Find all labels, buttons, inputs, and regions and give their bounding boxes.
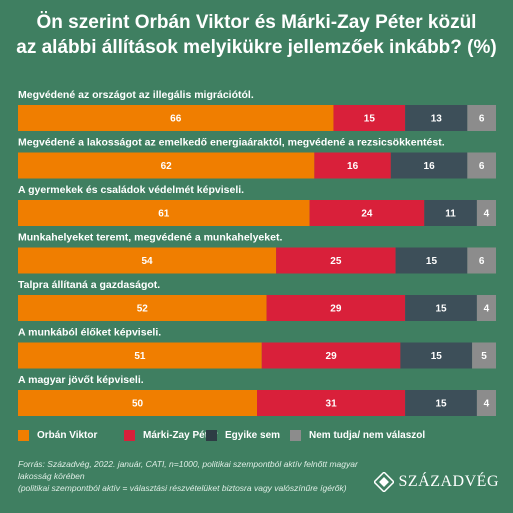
bar-value-label: 16 <box>424 161 436 172</box>
category-label: A gyermekek és családok védelmét képvise… <box>18 184 244 196</box>
legend-item-mzp: Márki-Zay Péter <box>124 430 217 441</box>
bar-segment <box>476 390 496 416</box>
bar-segment <box>405 105 468 131</box>
bar-value-label: 66 <box>170 114 182 125</box>
bar-value-label: 4 <box>484 399 490 410</box>
stacked-bar-chart: Megvédené az országot az illegális migrá… <box>18 89 496 416</box>
legend-label-orban: Orbán Viktor <box>37 430 98 441</box>
bar-segment <box>257 390 406 416</box>
bar-segment <box>18 247 277 274</box>
legend-item-egyik: Egyike sem <box>206 430 280 441</box>
bar-value-label: 13 <box>431 114 443 125</box>
source-line-1: Forrás: Századvég, 2022. január, CATI, n… <box>18 459 358 481</box>
logo: SZÁZADVÉG <box>373 472 500 492</box>
bar-value-label: 29 <box>326 351 338 362</box>
source-note: Forrás: Századvég, 2022. január, CATI, n… <box>18 458 378 494</box>
category-label: Munkahelyeket teremt, megvédené a munkah… <box>18 232 282 244</box>
bar-segment <box>314 152 391 179</box>
bar-segment <box>261 342 401 369</box>
bar-segment <box>467 105 496 131</box>
category-label: Megvédené az országot az illegális migrá… <box>18 89 254 101</box>
legend-swatch-mzp <box>124 430 135 441</box>
legend-label-egyik: Egyike sem <box>225 430 281 441</box>
bar-value-label: 5 <box>481 351 487 362</box>
bar-value-label: 51 <box>134 351 146 362</box>
bar-value-label: 11 <box>445 209 456 220</box>
logo-text: SZÁZADVÉG <box>398 473 499 490</box>
bar-segment <box>18 200 310 226</box>
bar-segment <box>424 200 477 226</box>
bar-value-label: 6 <box>479 256 485 267</box>
legend-label-nemtudja: Nem tudja/ nem válaszol <box>309 430 426 441</box>
bar-value-label: 31 <box>326 399 338 410</box>
bar-segment <box>476 295 496 321</box>
bar-value-label: 50 <box>132 399 144 410</box>
legend-swatch-egyik <box>206 430 217 441</box>
title-line-2: az alábbi állítások melyikükre jellemzőe… <box>16 37 497 58</box>
bar-value-label: 15 <box>426 256 438 267</box>
title-line-1: Ön szerint Orbán Viktor és Márki-Zay Pét… <box>36 12 477 33</box>
bar-value-label: 6 <box>479 114 485 125</box>
bar-value-label: 61 <box>158 209 170 220</box>
bar-segment <box>18 105 334 131</box>
bar-segment <box>18 390 257 416</box>
bar-value-label: 4 <box>484 209 490 220</box>
bar-segment <box>405 390 477 416</box>
bar-value-label: 29 <box>330 304 342 315</box>
category-label: A magyar jövőt képviseli. <box>18 374 144 386</box>
bar-value-label: 54 <box>141 256 153 267</box>
bar-value-label: 52 <box>137 304 149 315</box>
logo-emblem-icon <box>373 472 394 492</box>
bar-segment <box>18 152 315 179</box>
bar-segment <box>467 247 496 274</box>
category-label: Talpra állítaná a gazdaságot. <box>18 279 160 291</box>
legend: Orbán Viktor Márki-Zay Péter Egyike sem … <box>18 430 498 444</box>
bar-segment <box>472 342 496 369</box>
bar-value-label: 24 <box>361 209 373 220</box>
bar-value-label: 15 <box>364 114 376 125</box>
bar-value-label: 4 <box>484 304 490 315</box>
legend-swatch-nemtudja <box>290 430 301 441</box>
bar-segment <box>333 105 406 131</box>
legend-swatch-orban <box>18 430 29 441</box>
category-label: Megvédené a lakosságot az emelkedő energ… <box>18 137 445 149</box>
bar-value-label: 16 <box>347 161 359 172</box>
bar-segment <box>467 152 496 179</box>
bar-segment <box>309 200 425 226</box>
category-label: A munkából élőket képviseli. <box>18 327 161 339</box>
bar-segment <box>400 342 473 369</box>
bar-value-label: 6 <box>479 161 485 172</box>
bar-segment <box>405 295 477 321</box>
source-line-2: (politikai szempontból aktív = választás… <box>18 483 347 493</box>
legend-item-nemtudja: Nem tudja/ nem válaszol <box>290 430 425 441</box>
bar-segment <box>276 247 396 274</box>
bar-value-label: 15 <box>435 399 447 410</box>
chart-title: Ön szerint Orbán Viktor és Márki-Zay Pét… <box>0 10 513 60</box>
bar-value-label: 15 <box>431 351 443 362</box>
bar-segment <box>476 200 496 226</box>
bar-segment <box>18 342 262 369</box>
legend-item-orban: Orbán Viktor <box>18 430 97 441</box>
bar-segment <box>18 295 267 321</box>
bar-segment <box>390 152 468 179</box>
bar-segment <box>266 295 406 321</box>
bar-segment <box>395 247 468 274</box>
legend-label-mzp: Márki-Zay Péter <box>143 430 218 441</box>
bar-value-label: 25 <box>330 256 342 267</box>
bar-value-label: 15 <box>435 304 447 315</box>
bar-value-label: 62 <box>161 161 173 172</box>
